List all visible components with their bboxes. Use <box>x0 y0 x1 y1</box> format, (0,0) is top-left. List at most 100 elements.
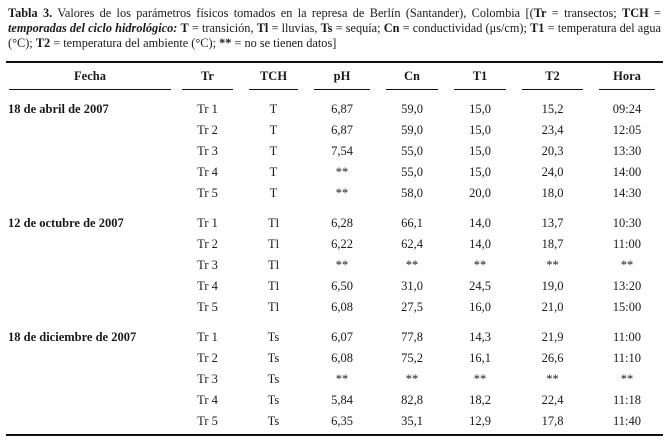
data-cell: 14,3 <box>469 330 491 344</box>
data-cell: 15,0 <box>469 165 491 179</box>
data-cell: 24,5 <box>469 279 491 293</box>
data-cell: Tl <box>267 279 280 293</box>
data-cell: 7,54 <box>331 144 353 158</box>
column-header-label: Fecha <box>9 69 171 90</box>
data-cell: Tr 2 <box>197 237 218 251</box>
table-row: Tr 2 T 6,87 59,0 15,0 23,4 12:05 <box>6 120 663 141</box>
data-cell: 19,0 <box>541 279 564 293</box>
data-cell: 6,87 <box>331 102 353 116</box>
data-cell: Tr 5 <box>197 300 218 314</box>
table-row: Tr 5 T ** 58,0 20,0 18,0 14:30 <box>6 183 663 204</box>
column-header-t1: T1 <box>446 62 514 90</box>
data-cell: Tl <box>267 216 280 230</box>
data-cell: Ts <box>267 330 280 344</box>
caption-segment: = transición, <box>188 21 257 35</box>
data-cell: 14:30 <box>612 186 642 200</box>
data-cell: 22,4 <box>541 393 564 407</box>
data-cell: 35,1 <box>401 414 423 428</box>
caption-segment: ** <box>219 36 232 50</box>
table-row: Tr 3 T 7,54 55,0 15,0 20,3 13:30 <box>6 141 663 162</box>
data-cell: 18,0 <box>541 186 564 200</box>
data-cell: Ts <box>267 372 280 386</box>
data-cell: Tr 5 <box>197 186 218 200</box>
date-cell: 18 de abril de 2007 <box>8 102 109 116</box>
column-header-t2: T2 <box>514 62 591 90</box>
data-cell: 13,7 <box>541 216 564 230</box>
data-cell: 09:24 <box>612 102 642 116</box>
data-cell: Tr 1 <box>197 330 218 344</box>
column-header-cn: Cn <box>378 62 446 90</box>
data-cell: Tr 3 <box>197 144 218 158</box>
table-row: 18 de diciembre de 2007 Tr 1 Ts 6,07 77,8 14,… <box>6 318 663 348</box>
data-cell: ** <box>473 258 487 272</box>
data-cell: Tr 1 <box>197 216 218 230</box>
caption-segment: Valores de los parámetros físicos tomado… <box>52 6 534 20</box>
caption-segment: = lluvias, <box>268 21 321 35</box>
data-cell: 75,2 <box>401 351 423 365</box>
data-cell: 82,8 <box>401 393 423 407</box>
data-cell: T <box>269 186 278 200</box>
data-cell: 15,0 <box>469 123 491 137</box>
caption-segment: Ts <box>320 21 333 35</box>
data-cell: ** <box>546 372 559 386</box>
date-cell: 12 de octubre de 2007 <box>8 216 124 230</box>
table-body: 18 de abril de 2007 Tr 1 T 6,87 59,0 15,0 15,2… <box>6 90 663 435</box>
caption-segment: = sequía; <box>332 21 384 35</box>
data-cell: 18,7 <box>541 237 564 251</box>
caption-segment: T <box>180 21 189 35</box>
data-cell: 15:00 <box>612 300 642 314</box>
column-header-label: TCH <box>249 69 298 90</box>
data-cell: 17,8 <box>541 414 564 428</box>
data-cell: ** <box>546 258 559 272</box>
data-cell: 21,0 <box>541 300 564 314</box>
data-cell: 16,0 <box>469 300 491 314</box>
data-cell: 77,8 <box>401 330 423 344</box>
data-cell: 11:00 <box>612 237 641 251</box>
column-header-tch: TCH <box>241 62 306 90</box>
data-cell: 6,35 <box>331 414 353 428</box>
table-row: Tr 3 Ts ** ** ** ** ** <box>6 369 663 390</box>
data-cell: 16,1 <box>469 351 491 365</box>
data-cell: 11:10 <box>612 351 641 365</box>
data-cell: Ts <box>267 414 280 428</box>
data-cell: 62,4 <box>401 237 423 251</box>
data-cell: 6,08 <box>331 300 353 314</box>
data-cell: ** <box>335 165 349 179</box>
date-cell: 18 de diciembre de 2007 <box>8 330 137 344</box>
data-cell: 15,0 <box>469 144 491 158</box>
data-cell: Tr 1 <box>197 102 218 116</box>
data-cell: 15,0 <box>469 102 491 116</box>
data-cell: Tr 5 <box>197 414 218 428</box>
caption-segment: = transectos; <box>546 6 623 20</box>
data-cell: Tr 2 <box>197 123 218 137</box>
data-cell: 20,3 <box>541 144 564 158</box>
caption-segment: = no se tienen datos] <box>231 36 337 50</box>
data-cell: Tl <box>267 300 280 314</box>
data-cell: 6,08 <box>331 351 353 365</box>
column-header-label: Cn <box>386 69 438 90</box>
caption-segment: TCH <box>622 6 649 20</box>
caption-segment: temporadas del ciclo hidrológico: <box>8 21 178 35</box>
data-cell: Tr 4 <box>197 279 218 293</box>
data-cell: 14,0 <box>469 237 491 251</box>
data-cell: ** <box>405 258 419 272</box>
data-cell: Tl <box>267 258 280 272</box>
data-cell: ** <box>335 186 349 200</box>
caption-segment: Tl <box>256 21 269 35</box>
table-header-row: Fecha Tr TCH pH Cn T1 T2 Hora <box>6 62 663 90</box>
column-header-ph: pH <box>306 62 378 90</box>
data-cell: 15,2 <box>541 102 564 116</box>
data-cell: 12,9 <box>469 414 491 428</box>
data-cell: Tr 3 <box>197 258 218 272</box>
data-cell: ** <box>335 372 349 386</box>
data-cell: Ts <box>267 351 280 365</box>
table-label: Tabla 3. <box>8 6 53 20</box>
data-cell: 21,9 <box>541 330 564 344</box>
data-cell: 24,0 <box>541 165 564 179</box>
data-cell: 18,2 <box>469 393 491 407</box>
data-cell: Tl <box>267 237 280 251</box>
data-cell: 59,0 <box>401 123 423 137</box>
column-header-hora: Hora <box>591 62 663 90</box>
data-cell: T <box>269 144 278 158</box>
